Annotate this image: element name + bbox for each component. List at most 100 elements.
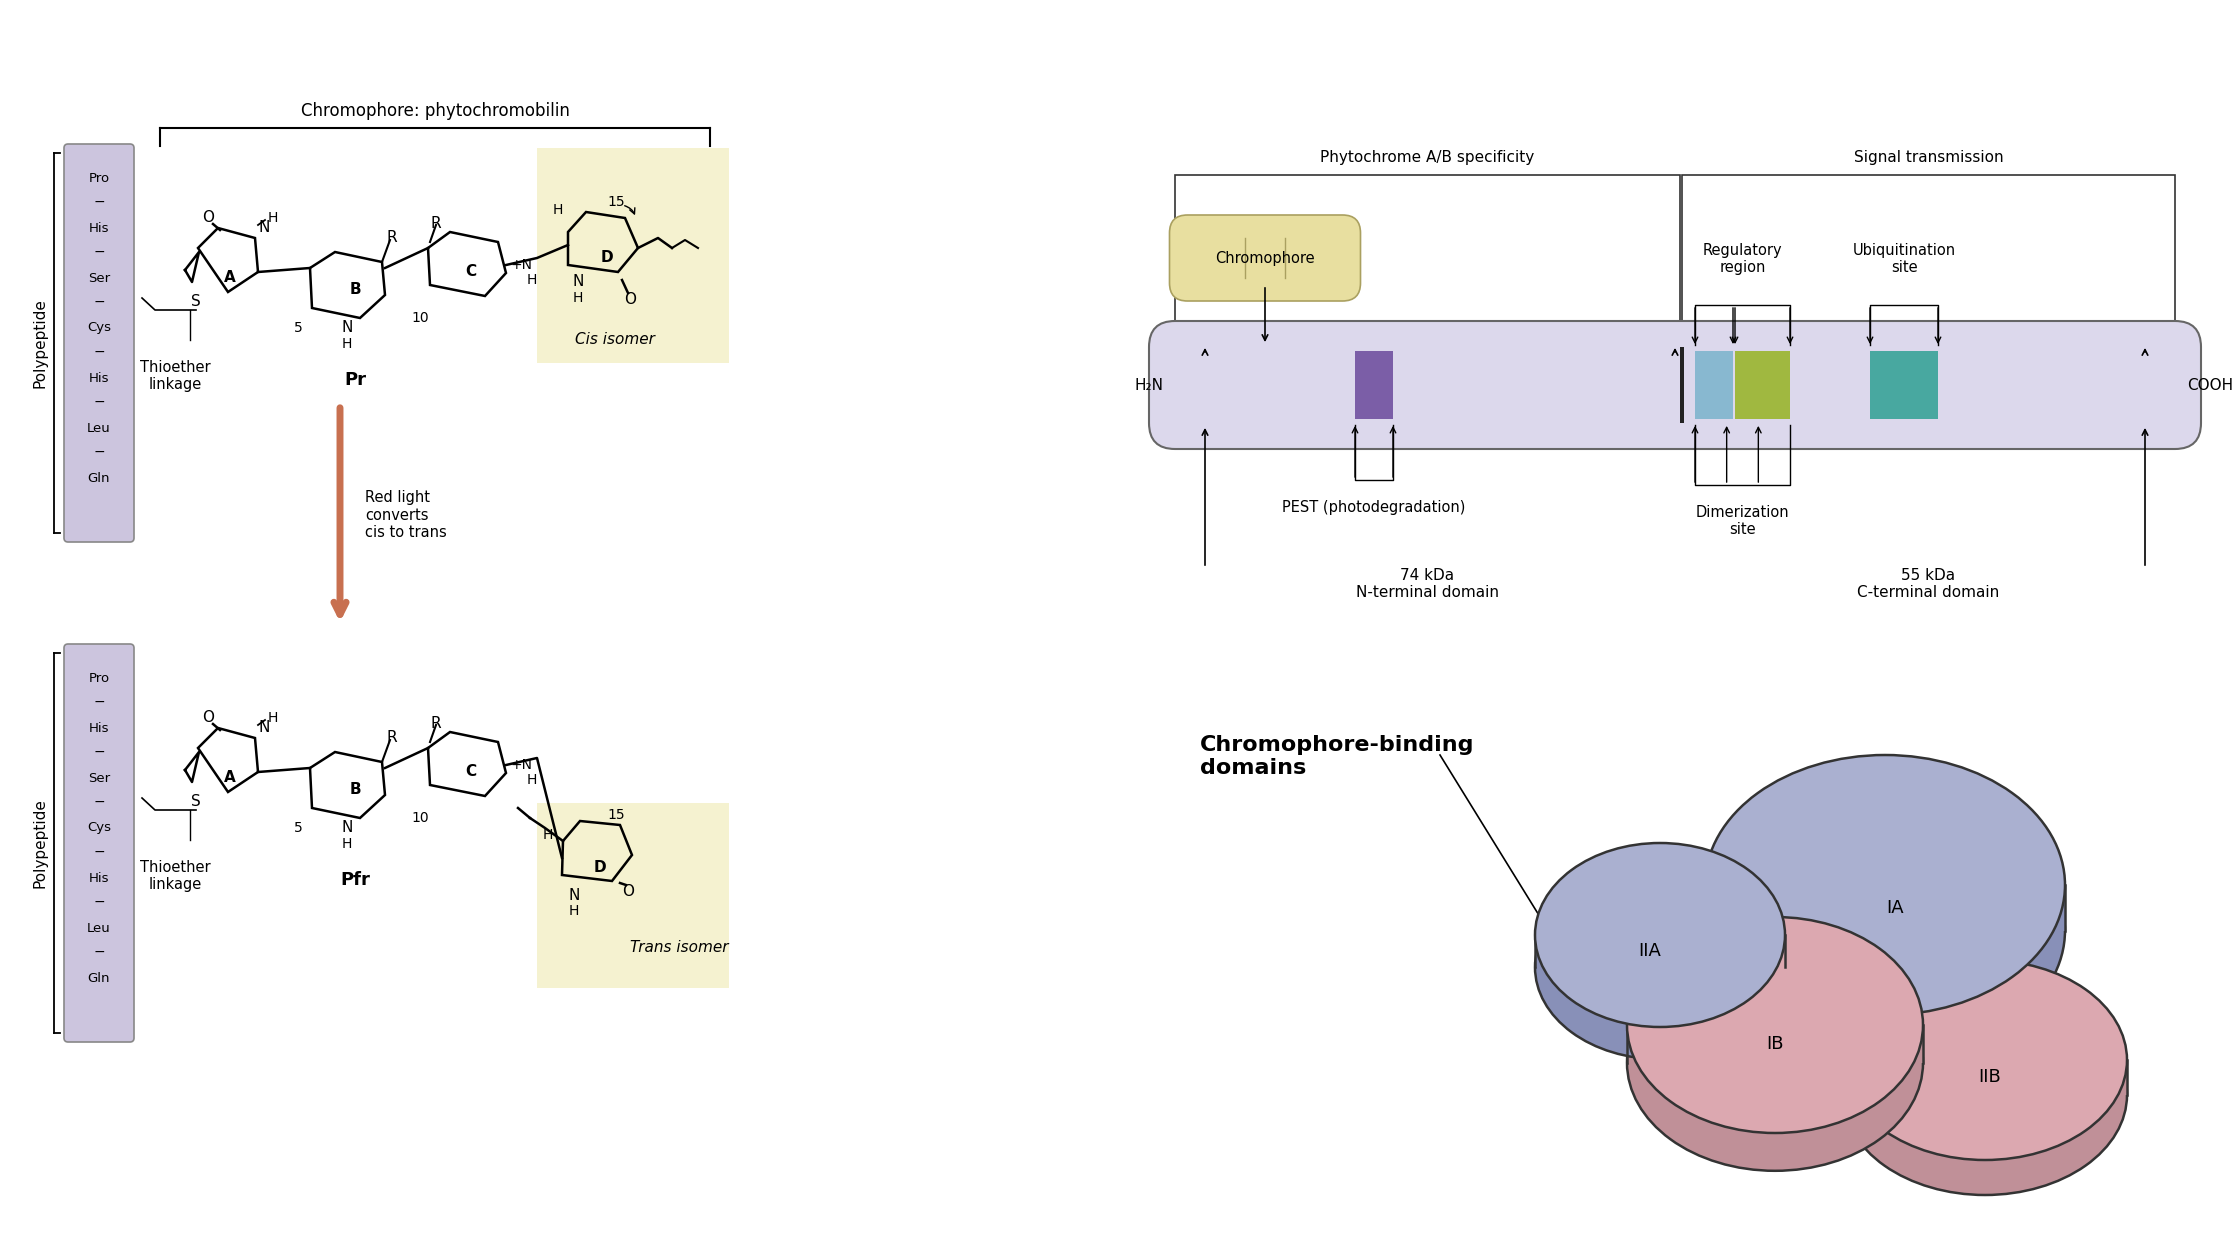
- Bar: [1534, 935, 1785, 968]
- Text: −: −: [94, 244, 105, 260]
- Text: Chromophore: Chromophore: [1214, 251, 1315, 266]
- Text: Signal transmission: Signal transmission: [1855, 150, 2003, 165]
- Text: IA: IA: [1886, 898, 1904, 917]
- Text: Gln: Gln: [87, 971, 110, 984]
- Text: O: O: [202, 210, 215, 226]
- Text: O: O: [202, 711, 215, 726]
- Text: IIB: IIB: [1978, 1068, 2000, 1086]
- Text: −: −: [94, 745, 105, 759]
- Text: Red light
converts
cis to trans: Red light converts cis to trans: [365, 490, 446, 539]
- Bar: [1705, 885, 2065, 930]
- Text: PEST (photodegradation): PEST (photodegradation): [1281, 500, 1465, 515]
- Text: IIA: IIA: [1640, 942, 1662, 960]
- Text: COOH: COOH: [2186, 378, 2233, 393]
- Text: Gln: Gln: [87, 471, 110, 485]
- Text: Ser: Ser: [87, 771, 110, 785]
- Text: His: His: [90, 372, 110, 384]
- Text: H: H: [526, 772, 538, 788]
- Text: N: N: [258, 220, 269, 236]
- Bar: [1736, 352, 1790, 420]
- Text: A: A: [224, 771, 235, 785]
- Text: His: His: [90, 722, 110, 735]
- Ellipse shape: [1534, 876, 1785, 1060]
- Text: 55 kDa
C-terminal domain: 55 kDa C-terminal domain: [1857, 568, 2000, 601]
- Text: N: N: [340, 820, 352, 835]
- Text: H: H: [269, 711, 278, 724]
- Text: Cys: Cys: [87, 321, 112, 334]
- Text: 15: 15: [607, 808, 625, 822]
- FancyBboxPatch shape: [65, 644, 134, 1042]
- Text: Leu: Leu: [87, 422, 110, 435]
- Text: −: −: [94, 195, 105, 209]
- Text: H: H: [343, 336, 352, 352]
- Ellipse shape: [1844, 995, 2128, 1194]
- Text: H: H: [573, 291, 582, 305]
- FancyBboxPatch shape: [1169, 215, 1360, 301]
- Text: H: H: [553, 203, 562, 217]
- Ellipse shape: [1534, 843, 1785, 1027]
- Text: Chromophore-binding
domains: Chromophore-binding domains: [1201, 735, 1474, 779]
- Text: Pfr: Pfr: [340, 871, 370, 890]
- Text: −: −: [94, 945, 105, 959]
- Text: Chromophore: phytochromobilin: Chromophore: phytochromobilin: [300, 102, 569, 120]
- Bar: [1844, 1060, 2128, 1095]
- Bar: [538, 803, 728, 988]
- Text: 5: 5: [293, 321, 302, 335]
- Text: S: S: [190, 795, 202, 809]
- Text: −: −: [94, 295, 105, 309]
- Text: R: R: [388, 231, 396, 246]
- Text: O: O: [625, 292, 636, 307]
- Text: N: N: [569, 887, 580, 902]
- Text: Polypeptide: Polypeptide: [34, 299, 47, 388]
- Ellipse shape: [1844, 960, 2128, 1160]
- FancyBboxPatch shape: [1149, 321, 2202, 449]
- Text: C: C: [466, 764, 477, 779]
- Text: Cis isomer: Cis isomer: [576, 333, 654, 348]
- Text: Trans isomer: Trans isomer: [629, 940, 728, 955]
- Text: B: B: [349, 782, 361, 798]
- Text: R: R: [430, 717, 441, 732]
- Text: R: R: [430, 217, 441, 232]
- Text: 15: 15: [607, 195, 625, 209]
- Text: Polypeptide: Polypeptide: [34, 798, 47, 888]
- Text: R: R: [388, 731, 396, 746]
- Text: 5: 5: [293, 822, 302, 835]
- Text: −: −: [94, 445, 105, 459]
- FancyBboxPatch shape: [65, 144, 134, 542]
- Bar: [538, 147, 728, 363]
- Text: Cys: Cys: [87, 822, 112, 834]
- Text: Pr: Pr: [345, 370, 365, 389]
- Text: −: −: [94, 394, 105, 410]
- Text: A: A: [224, 271, 235, 286]
- Bar: [1682, 175, 2175, 355]
- Bar: [1680, 346, 1684, 423]
- Ellipse shape: [1705, 755, 2065, 1016]
- Bar: [1355, 352, 1393, 420]
- Text: Pro: Pro: [87, 171, 110, 184]
- Text: C: C: [466, 263, 477, 278]
- Text: Pro: Pro: [87, 672, 110, 684]
- Text: B: B: [349, 282, 361, 297]
- Text: Ubiquitination
site: Ubiquitination site: [1852, 243, 1956, 275]
- Text: D: D: [600, 251, 614, 266]
- Text: H: H: [343, 837, 352, 851]
- Ellipse shape: [1626, 917, 1922, 1133]
- Text: Ser: Ser: [87, 271, 110, 285]
- Text: 10: 10: [412, 811, 428, 825]
- Text: −: −: [94, 696, 105, 709]
- Text: IB: IB: [1767, 1034, 1783, 1053]
- Text: His: His: [90, 872, 110, 885]
- Text: −: −: [94, 845, 105, 859]
- Text: His: His: [90, 222, 110, 234]
- Text: 74 kDa
N-terminal domain: 74 kDa N-terminal domain: [1355, 568, 1499, 601]
- Text: −: −: [94, 345, 105, 359]
- Text: O: O: [623, 883, 634, 898]
- Text: N: N: [571, 275, 585, 290]
- Text: D: D: [594, 861, 607, 876]
- Text: Thioether
linkage: Thioether linkage: [139, 861, 211, 892]
- Bar: [1696, 352, 1734, 420]
- Text: +N: +N: [511, 759, 533, 772]
- Text: H: H: [269, 210, 278, 226]
- Text: Dimerization
site: Dimerization site: [1696, 505, 1790, 538]
- Text: +N: +N: [511, 258, 533, 272]
